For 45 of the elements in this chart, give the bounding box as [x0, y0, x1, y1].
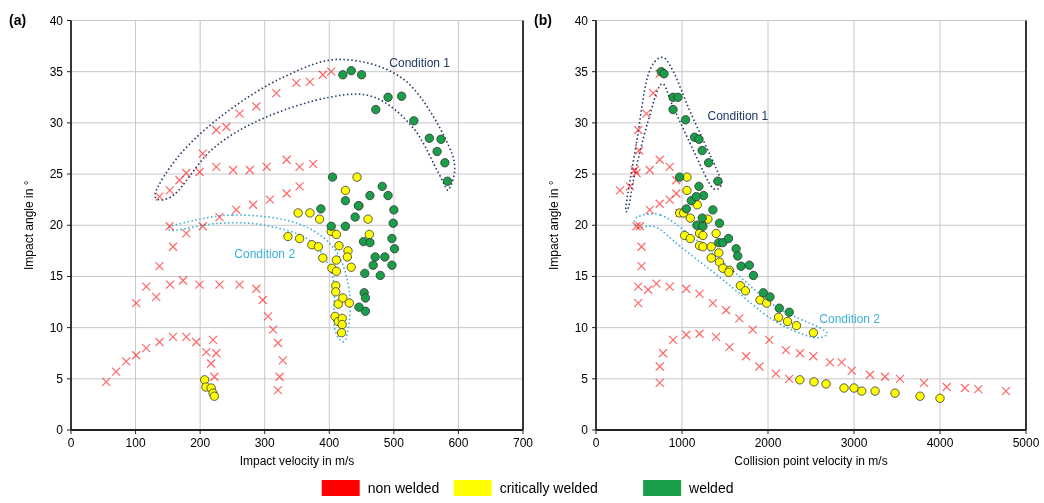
y-axis-title: Impact angle in ° — [547, 180, 561, 271]
annotation: Condition 1 — [389, 55, 451, 70]
x-tick-label: 100 — [125, 436, 146, 450]
x-tick-label: 5000 — [1012, 436, 1040, 450]
x-tick-label: 4000 — [926, 436, 954, 450]
y-tick-label: 20 — [574, 218, 589, 233]
y-tick-label: 15 — [574, 269, 589, 284]
y-tick-label: 25 — [49, 167, 64, 182]
y-tick-label: 35 — [574, 64, 589, 79]
x-tick-label: 600 — [448, 436, 469, 450]
annotation: Condition 2 — [819, 311, 881, 326]
y-tick-label: 25 — [574, 167, 589, 182]
x-tick-label: 1000 — [668, 436, 696, 450]
chart-title: (a) — [9, 11, 27, 28]
x-tick-label: 300 — [254, 436, 276, 450]
legend-label: non welded — [367, 480, 440, 496]
y-tick-label: 35 — [49, 64, 64, 79]
x-axis-title: Collision point velocity in m/s — [734, 454, 888, 468]
x-tick-label: 0 — [592, 436, 600, 450]
x-tick-label: 700 — [512, 436, 534, 450]
x-tick-label: 0 — [67, 436, 75, 450]
annotation: Condition 2 — [234, 247, 296, 262]
y-tick-label: 15 — [49, 269, 64, 284]
legend-label: welded — [688, 480, 734, 496]
x-tick-label: 2000 — [754, 436, 782, 450]
chart-title: (b) — [534, 11, 552, 28]
y-tick-label: 40 — [49, 13, 64, 28]
legend-label: critically welded — [499, 480, 598, 496]
y-tick-label: 10 — [49, 320, 64, 335]
y-tick-label: 5 — [581, 371, 589, 386]
x-tick-label: 400 — [319, 436, 340, 450]
y-tick-label: 5 — [56, 371, 64, 386]
y-tick-label: 20 — [49, 218, 64, 233]
y-axis-title: Impact angle in ° — [22, 180, 36, 271]
y-tick-label: 40 — [574, 13, 589, 28]
y-tick-label: 0 — [581, 423, 589, 437]
y-tick-label: 30 — [49, 115, 64, 130]
x-tick-label: 200 — [190, 436, 211, 450]
x-tick-label: 3000 — [840, 436, 868, 450]
x-axis-title: Impact velocity in m/s — [239, 454, 355, 468]
y-tick-label: 30 — [574, 115, 589, 130]
annotation: Condition 1 — [707, 108, 769, 123]
y-tick-label: 0 — [56, 423, 64, 437]
y-tick-label: 10 — [574, 320, 589, 335]
x-tick-label: 500 — [383, 436, 405, 450]
